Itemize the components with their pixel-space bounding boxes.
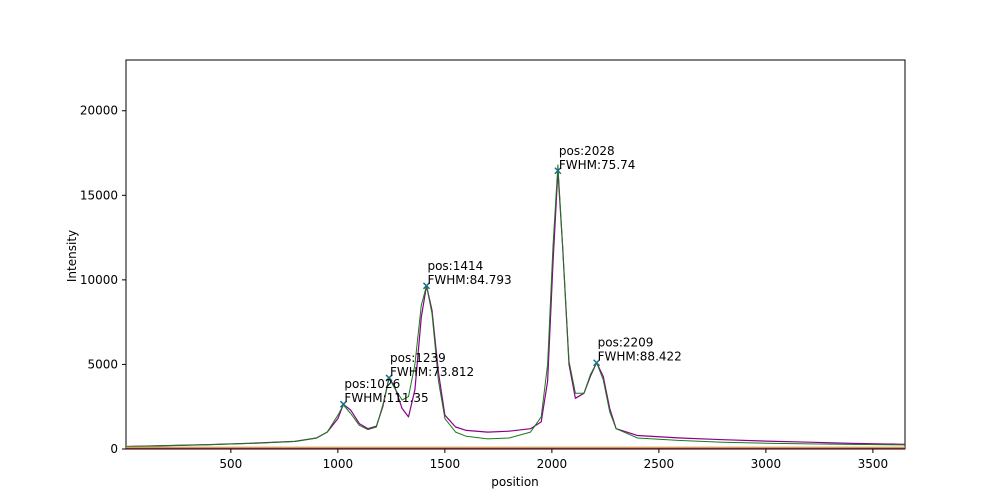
x-tick-label: 2500 <box>644 457 675 471</box>
peak-marker-icon <box>339 400 347 408</box>
peak-marker-icon <box>593 359 601 367</box>
y-tick-label: 5000 <box>87 357 118 371</box>
peak-position-label: pos:1026 <box>344 377 400 391</box>
peak-fwhm-label: FWHM:111.35 <box>344 391 428 405</box>
x-tick-label: 3000 <box>751 457 782 471</box>
peak-marker-icon <box>422 282 431 290</box>
y-tick-label: 15000 <box>80 188 118 202</box>
plot-frame <box>125 59 906 450</box>
y-axis-title: Intensity <box>65 230 79 282</box>
x-tick-label: 1000 <box>323 457 354 471</box>
peak-fwhm-label: FWHM:88.422 <box>598 350 682 364</box>
peak-position-label: pos:2028 <box>559 144 615 158</box>
x-tick-label: 1500 <box>430 457 461 471</box>
y-tick-label: 20000 <box>80 104 118 118</box>
peak-fwhm-label: FWHM:75.74 <box>559 158 636 172</box>
peak-marker-icon <box>385 374 393 382</box>
peak-marker-icon <box>554 167 562 175</box>
peak-fwhm-label: FWHM:73.812 <box>390 365 474 379</box>
y-tick-label: 0 <box>110 442 118 456</box>
x-axis: 500 1000 1500 2000 2500 3000 3500 <box>219 449 888 471</box>
peak-position-label: pos:2209 <box>598 336 654 350</box>
peak-marker-layer <box>339 167 601 408</box>
x-tick-label: 2000 <box>537 457 568 471</box>
peak-fwhm-label: FWHM:84.793 <box>427 273 511 287</box>
x-tick-label: 3500 <box>858 457 889 471</box>
peak-position-label: pos:1414 <box>427 259 483 273</box>
x-tick-label: 500 <box>219 457 242 471</box>
x-axis-title: position <box>491 475 539 489</box>
y-tick-label: 10000 <box>80 273 118 287</box>
y-axis: 0 5000 10000 15000 20000 <box>80 104 126 456</box>
peak-position-label: pos:1239 <box>390 351 446 365</box>
